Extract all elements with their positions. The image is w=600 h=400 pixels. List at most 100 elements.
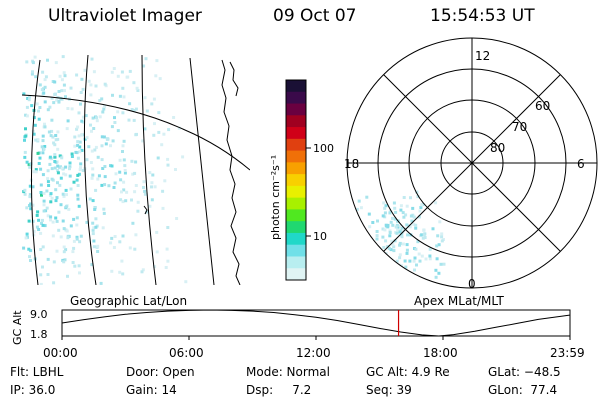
gain-info: Gain: 14 (126, 383, 177, 397)
emission-pixel (70, 152, 74, 156)
emission-pixel (91, 221, 95, 225)
emission-pixel (405, 223, 409, 227)
emission-pixel (56, 181, 59, 185)
emission-pixel (39, 273, 43, 277)
altitude-ytick-min: 1.8 (30, 328, 48, 341)
emission-pixel (398, 230, 402, 234)
emission-pixel (151, 173, 155, 177)
emission-pixel (412, 259, 416, 263)
emission-pixel (120, 70, 124, 74)
emission-pixel (397, 276, 401, 279)
emission-pixel (93, 206, 97, 210)
emission-pixel (133, 171, 137, 175)
emission-pixel (121, 150, 124, 153)
emission-pixel (110, 70, 114, 74)
emission-pixel (128, 102, 132, 106)
emission-pixel (47, 130, 51, 134)
emission-pixel (35, 102, 39, 106)
emission-pixel (118, 158, 122, 162)
emission-pixel (57, 90, 61, 93)
emission-pixel (103, 82, 107, 86)
emission-pixel (100, 97, 104, 101)
emission-pixel (41, 218, 44, 222)
emission-pixel (49, 215, 53, 219)
emission-pixel (365, 273, 369, 277)
emission-pixel (42, 199, 46, 203)
emission-pixel (22, 246, 26, 250)
emission-pixel (43, 100, 47, 104)
emission-pixel (68, 167, 71, 171)
emission-pixel (52, 281, 56, 285)
emission-pixel (418, 209, 422, 213)
altitude-xtick: 12:00 (296, 346, 331, 360)
emission-pixel (91, 228, 95, 232)
emission-pixel (46, 273, 50, 276)
emission-pixel (56, 147, 60, 151)
emission-pixel (83, 68, 87, 72)
emission-pixel (119, 198, 123, 202)
emission-pixel (434, 275, 438, 279)
emission-pixel (42, 147, 46, 151)
emission-pixel (90, 176, 94, 180)
emission-pixel (70, 155, 74, 158)
emission-pixel (110, 236, 114, 240)
emission-pixel (94, 217, 98, 221)
lat-label-80: 80 (490, 141, 505, 155)
emission-pixel (27, 98, 31, 102)
emission-pixel (36, 210, 40, 214)
emission-pixel (102, 135, 106, 139)
emission-pixel (428, 247, 432, 251)
emission-pixel (24, 236, 28, 240)
emission-pixel (64, 173, 68, 177)
emission-pixel (395, 259, 399, 263)
colorbar-segment (286, 256, 306, 269)
dsp-info: Dsp: 7.2 (246, 383, 312, 397)
emission-pixel (36, 138, 40, 142)
emission-pixel (376, 250, 380, 254)
emission-pixel (71, 250, 75, 254)
polar-map-label: Apex MLat/MLT (414, 294, 504, 308)
emission-pixel (67, 207, 71, 211)
emission-pixel (387, 246, 391, 250)
emission-pixel (60, 89, 64, 93)
glon-info: GLon: 77.4 (488, 383, 558, 397)
emission-pixel (23, 150, 27, 154)
emission-pixel (391, 261, 395, 265)
emission-pixel (116, 110, 120, 114)
emission-pixel (41, 265, 44, 269)
emission-pixel (397, 284, 401, 288)
emission-pixel (383, 206, 387, 210)
emission-pixel (62, 245, 66, 249)
emission-pixel (41, 70, 45, 74)
emission-pixel (91, 116, 95, 120)
emission-pixel (119, 178, 123, 182)
emission-pixel (113, 116, 116, 120)
emission-pixel (79, 234, 83, 238)
emission-pixel (132, 81, 136, 85)
emission-pixel (100, 158, 104, 162)
emission-pixel (68, 161, 72, 165)
emission-pixel (362, 244, 366, 248)
aurora-emission-left (22, 55, 188, 285)
emission-pixel (28, 204, 32, 207)
emission-pixel (381, 235, 385, 239)
emission-pixel (43, 85, 47, 89)
emission-pixel (63, 89, 66, 93)
coastline (229, 61, 239, 97)
emission-pixel (79, 166, 82, 170)
emission-pixel (54, 138, 58, 142)
emission-pixel (388, 209, 392, 213)
emission-pixel (95, 116, 98, 120)
colorbar-segment (286, 244, 306, 257)
emission-pixel (401, 242, 405, 246)
emission-pixel (104, 142, 108, 146)
emission-pixel (422, 233, 426, 237)
emission-pixel (434, 201, 438, 205)
meridian-line (83, 55, 97, 285)
mlt-label-18: 18 (344, 157, 359, 171)
emission-pixel (31, 185, 35, 189)
emission-pixel (78, 145, 82, 149)
mlt-label-6: 6 (577, 157, 585, 171)
emission-pixel (68, 165, 72, 169)
emission-pixel (43, 122, 46, 126)
